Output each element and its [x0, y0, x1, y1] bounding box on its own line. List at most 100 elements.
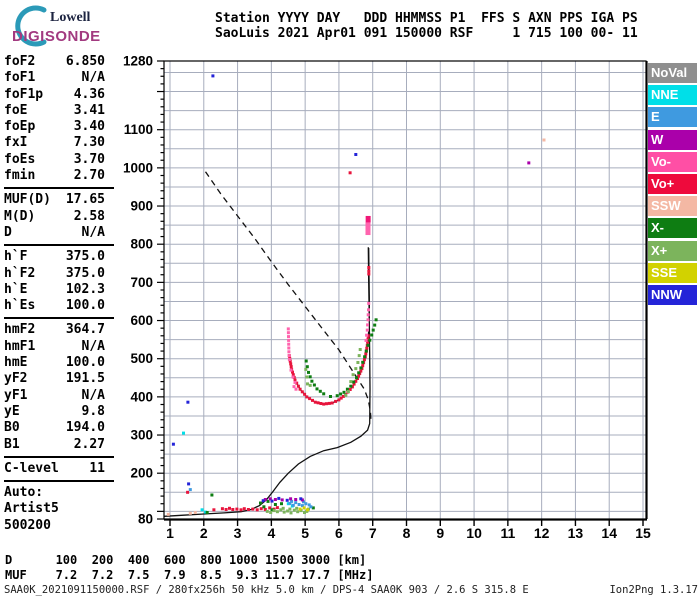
param-row: Artist5 [4, 501, 105, 517]
param-row: yF2 191.5 [4, 371, 105, 387]
y-tick-label: 400 [130, 389, 153, 404]
y-tick-label: 500 [130, 351, 153, 366]
param-divider [4, 187, 114, 190]
footer-software-version: Ion2Png 1.3.17 [609, 584, 698, 596]
param-label: yF1 [4, 387, 28, 403]
y-tick-label: 1280 [123, 54, 153, 69]
legend-item-nnw: NNW [648, 284, 697, 305]
param-value: 3.41 [73, 102, 105, 118]
x-tick-label: 13 [568, 525, 584, 541]
param-label: B1 [4, 436, 20, 452]
param-label: fmin [4, 168, 36, 184]
x-tick-label: 11 [500, 525, 515, 541]
param-label: M(D) [4, 208, 36, 224]
param-value: 6.850 [65, 54, 105, 69]
trace-es-green [205, 493, 315, 514]
param-label: foE [4, 102, 28, 118]
param-value: N/A [81, 224, 105, 240]
x-tick-label: 5 [301, 525, 309, 541]
param-row: foF2 6.850 [4, 54, 105, 70]
param-label: foF2 [4, 54, 36, 69]
legend-item-e: E [648, 107, 697, 128]
y-tick-label: 200 [130, 466, 153, 481]
param-row: foF1 N/A [4, 70, 105, 86]
lowell-digisonde-logo: Lowell DIGISONDE [4, 2, 154, 54]
trace-es-blue [188, 488, 313, 509]
param-label: foF1 [4, 70, 36, 86]
grid [164, 61, 646, 519]
legend-item-vo: Vo+ [648, 173, 697, 194]
param-value: 375.0 [65, 249, 105, 265]
param-label: fxI [4, 135, 28, 151]
param-row: B1 2.27 [4, 437, 105, 453]
param-value: 194.0 [65, 420, 105, 436]
param-value: 2.58 [73, 208, 105, 224]
param-label: foEs [4, 151, 36, 167]
param-row: 500200 [4, 518, 105, 534]
param-label: foEp [4, 119, 36, 135]
param-row: hmE 100.0 [4, 355, 105, 371]
x-tick-label: 4 [267, 525, 275, 541]
y-tick-label: 900 [130, 199, 153, 214]
param-row: MUF(D) 17.65 [4, 192, 105, 208]
param-label: MUF(D) [4, 192, 51, 208]
trace-x-trace [304, 318, 378, 398]
param-label: C-level [4, 460, 59, 476]
param-row: fmin 2.70 [4, 168, 105, 184]
y-tick-label: 1100 [124, 122, 153, 137]
trace-es-purple [263, 497, 304, 502]
param-value: 364.7 [65, 322, 105, 338]
param-label: h`F2 [4, 265, 36, 281]
trace-isolated-red-dot [348, 171, 352, 175]
trace-o-trace-red-dash [367, 266, 371, 276]
trace-spread-f-bar-upper [365, 222, 371, 236]
x-tick-label: 9 [436, 525, 444, 541]
param-value: 3.70 [73, 151, 105, 167]
station-header: Station YYYY DAY DDD HHMMSS P1 FFS S AXN… [215, 11, 638, 41]
param-row: hmF1 N/A [4, 339, 105, 355]
logo-arc-icon [15, 5, 47, 47]
legend-item-ssw: SSW [648, 196, 697, 217]
legend-item-w: W [648, 129, 697, 150]
y-tick-label: 700 [130, 275, 153, 290]
echo-direction-legend: NoVal NNE E W Vo- Vo+ SSW X- X+ SSE NNW [648, 63, 698, 307]
trace-isolated-purple-dot [527, 161, 531, 165]
y-tick-label: 800 [130, 237, 153, 252]
param-row: C-level 11 [4, 461, 105, 477]
param-label: D [4, 224, 12, 240]
param-label: hmF1 [4, 338, 36, 354]
trace-o-right-arm-spread [364, 301, 371, 342]
param-label: h`E [4, 281, 28, 297]
legend-item-noval: NoVal [648, 63, 697, 83]
footer-measurement-info: SAA0K_2021091150000.RSF / 280fx256h 50 k… [4, 584, 529, 596]
trace-x-trace-scatter [304, 348, 362, 397]
param-value: 4.36 [73, 86, 105, 102]
param-row: foEp 3.40 [4, 119, 105, 135]
param-value: 100.0 [65, 298, 105, 314]
header-line1: Station YYYY DAY DDD HHMMSS P1 FFS S AXN… [215, 11, 638, 26]
param-row: h`F2 375.0 [4, 266, 105, 282]
param-row: yF1 N/A [4, 388, 105, 404]
param-row: h`F 375.0 [4, 249, 105, 265]
param-row: yE 9.8 [4, 404, 105, 420]
param-label: Artist5 [4, 501, 59, 517]
x-tick-label: 10 [466, 525, 482, 541]
trace-spread-f-bar-lower [365, 215, 371, 223]
param-label: Auto: [4, 485, 44, 501]
y-tick-label: 1000 [123, 160, 153, 175]
y-tick-label: 80 [138, 512, 153, 527]
x-tick-label: 1 [166, 525, 174, 541]
x-axis: 1 2 3 4 5 6 7 8 9 10 11 12 13 14 15 [166, 519, 651, 541]
param-label: B0 [4, 420, 20, 436]
legend-item-x: X+ [648, 240, 697, 261]
param-value: 9.8 [81, 403, 105, 419]
param-value: 11 [89, 460, 105, 476]
param-label: foF1p [4, 86, 44, 102]
x-tick-label: 2 [200, 525, 208, 541]
trace-o-left-arm-spread2 [289, 368, 298, 391]
param-value: 17.65 [65, 192, 105, 208]
trace-es-yellow [298, 506, 309, 512]
param-value: N/A [81, 387, 105, 403]
param-value: 7.30 [73, 135, 105, 151]
